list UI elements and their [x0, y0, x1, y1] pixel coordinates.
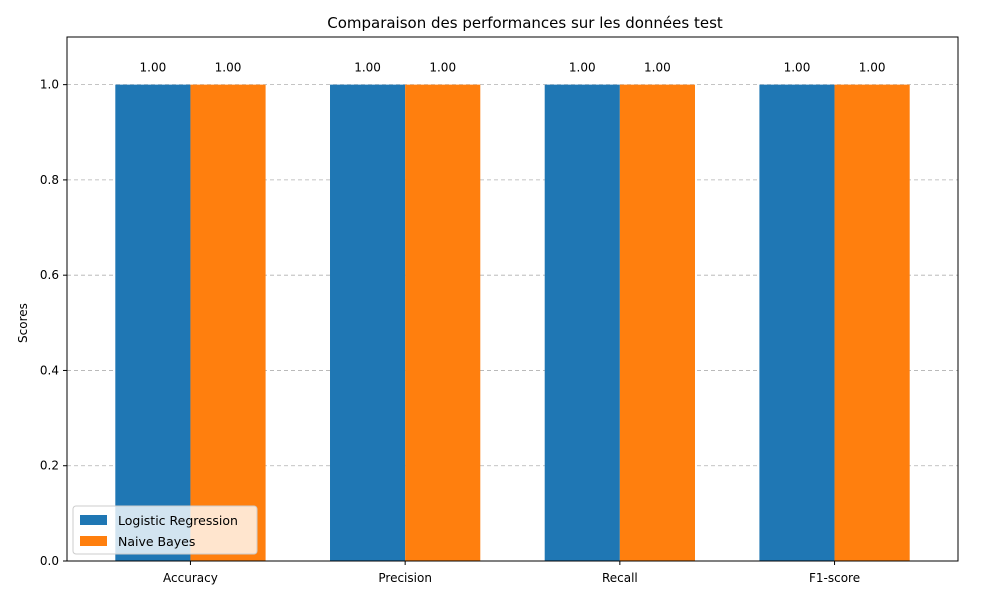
bar-0-2 [544, 84, 620, 562]
plot-frame [66, 36, 959, 562]
data-labels: 1.00 1.00 1.00 1.00 1.00 1.00 1.00 1.00 [140, 61, 886, 75]
x-tick-label: Recall [602, 571, 638, 585]
bar-0-3 [759, 84, 835, 562]
data-label: 1.00 [140, 61, 167, 75]
y-tick-label: 1.0 [40, 78, 59, 92]
bar-0-0 [115, 84, 191, 562]
data-label: 1.00 [429, 61, 456, 75]
data-label: 1.00 [215, 61, 242, 75]
data-label: 1.00 [644, 61, 671, 75]
legend-entry: Logistic Regression [118, 513, 238, 528]
y-tick-label: 0.2 [40, 459, 59, 473]
data-label: 1.00 [569, 61, 596, 75]
x-tick-label: Accuracy [163, 571, 218, 585]
x-tick-label: F1-score [809, 571, 860, 585]
legend-box [72, 505, 258, 555]
data-label: 1.00 [859, 61, 886, 75]
x-tick-label: Precision [378, 571, 432, 585]
data-label: 1.00 [784, 61, 811, 75]
y-axis: 0.0 0.2 0.4 0.6 0.8 1.0 [40, 78, 67, 568]
bar-1-0 [190, 84, 266, 562]
bars [115, 84, 910, 562]
bar-0-1 [330, 84, 406, 562]
legend-swatch [80, 515, 107, 525]
legend-entry: Naive Bayes [118, 534, 195, 549]
bar-1-2 [619, 84, 695, 562]
y-tick-label: 0.6 [40, 268, 59, 282]
legend-swatch [80, 536, 107, 546]
chart-title: Comparaison des performances sur les don… [327, 14, 723, 32]
data-label: 1.00 [354, 61, 381, 75]
y-axis-label: Scores [16, 303, 30, 343]
y-tick-label: 0.4 [40, 363, 59, 377]
bar-1-1 [405, 84, 481, 562]
y-tick-label: 0.0 [40, 554, 59, 568]
y-tick-label: 0.8 [40, 173, 59, 187]
bar-1-3 [834, 84, 910, 562]
x-axis: Accuracy Precision Recall F1-score [163, 561, 860, 585]
legend: Logistic Regression Naive Bayes [72, 505, 258, 555]
